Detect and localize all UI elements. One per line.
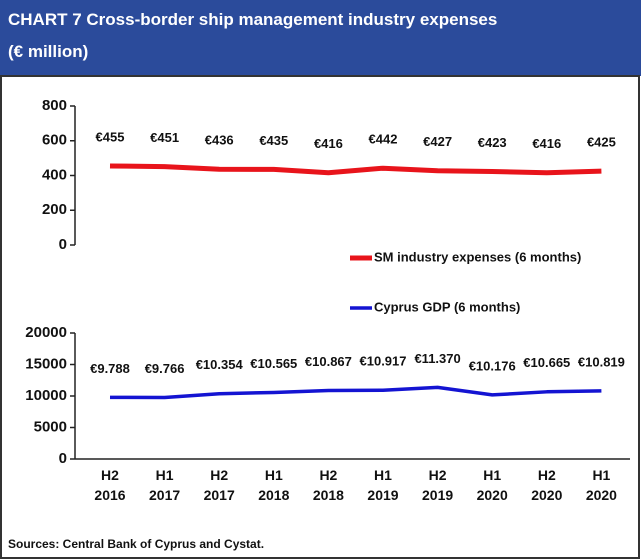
legend-label: Cyprus GDP (6 months): [374, 299, 520, 314]
value-label: €442: [369, 132, 398, 147]
source-note: Sources: Central Bank of Cyprus and Cyst…: [8, 537, 265, 551]
y-tick-label: 800: [42, 97, 67, 114]
x-tick-label: H2 2016: [94, 467, 126, 503]
y-tick-label: 5000: [34, 418, 67, 435]
value-label: €11.370: [414, 351, 460, 366]
x-tick-label: H2 2020: [531, 467, 563, 503]
value-label: €451: [150, 130, 179, 145]
value-label: €425: [587, 135, 616, 150]
y-tick-label: 200: [42, 201, 67, 218]
value-label: €427: [423, 134, 452, 149]
y-tick-label: 15000: [25, 355, 67, 372]
value-label: €455: [96, 129, 125, 144]
value-label: €416: [532, 136, 561, 151]
title-bar: CHART 7 Cross-border ship management ind…: [0, 0, 641, 76]
x-tick-label: H1 2018: [258, 467, 290, 503]
frame: [0, 75, 640, 559]
value-label: €10.819: [578, 354, 625, 369]
x-tick-label: H1 2019: [367, 467, 399, 503]
x-tick-label: H1 2017: [149, 467, 181, 503]
value-label: €10.176: [469, 358, 516, 373]
y-tick-label: 400: [42, 166, 67, 183]
y-tick-label: 20000: [25, 324, 67, 341]
y-tick-label: 10000: [25, 387, 67, 404]
value-label: €423: [478, 135, 507, 150]
x-tick-label: H1 2020: [476, 467, 508, 503]
value-label: €436: [205, 133, 234, 148]
y-tick-label: 0: [59, 450, 67, 467]
y-tick-label: 600: [42, 132, 67, 149]
value-label: €435: [259, 133, 288, 148]
x-tick-label: H2 2018: [312, 467, 344, 503]
chart-subtitle: (€ million): [8, 42, 89, 61]
value-label: €416: [314, 136, 343, 151]
value-label: €10.867: [305, 354, 352, 369]
value-label: €10.354: [196, 357, 244, 372]
value-label: €10.565: [250, 356, 297, 371]
chart-title: CHART 7 Cross-border ship management ind…: [8, 10, 498, 29]
value-label: €10.665: [523, 355, 570, 370]
x-tick-label: H2 2017: [203, 467, 235, 503]
value-label: €10.917: [360, 354, 407, 369]
legend-label: SM industry expenses (6 months): [374, 249, 581, 264]
data-line: [109, 385, 602, 400]
data-line: [109, 163, 602, 176]
x-tick-label: H2 2019: [422, 467, 454, 503]
value-label: €9.788: [90, 361, 130, 376]
y-tick-label: 0: [59, 236, 67, 253]
x-tick-label: H1 2020: [585, 467, 617, 503]
value-label: €9.766: [145, 361, 185, 376]
